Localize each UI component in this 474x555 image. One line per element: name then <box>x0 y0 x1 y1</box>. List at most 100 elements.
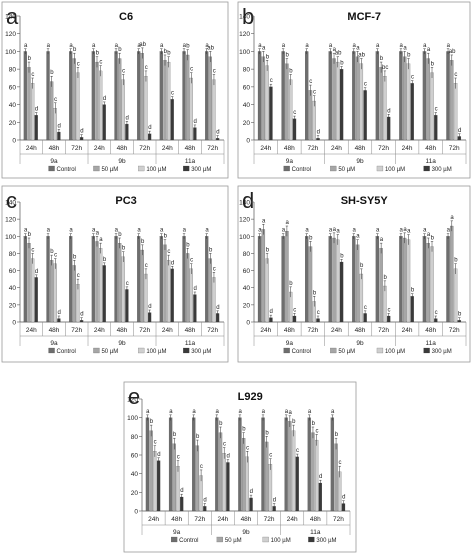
significance-letter: b <box>173 432 177 438</box>
significance-letter: d <box>317 130 320 136</box>
legend-swatch <box>138 347 145 354</box>
y-tick-label: 120 <box>239 217 250 224</box>
bar <box>53 263 57 323</box>
significance-letter: d <box>227 454 230 460</box>
group-label: 9b <box>242 529 250 536</box>
category-label: 48h <box>117 327 128 334</box>
legend-swatch <box>330 347 337 354</box>
bar <box>328 51 332 141</box>
significance-letter: b <box>141 239 145 245</box>
legend-swatch <box>423 165 430 172</box>
bar <box>375 236 380 323</box>
panel-title: MCF-7 <box>347 11 381 23</box>
bar <box>406 63 411 141</box>
category-label: 24h <box>162 327 173 334</box>
bar <box>359 63 364 141</box>
significance-letter: a <box>169 409 173 415</box>
legend-label: Control <box>57 167 76 173</box>
bar <box>170 268 174 323</box>
category-label: 48h <box>284 327 295 334</box>
bar <box>359 273 364 323</box>
panel-e: e L929020406080100120abcd24habcd48habcd72… <box>123 381 357 553</box>
significance-letter: a <box>262 409 266 415</box>
bar <box>34 277 38 323</box>
significance-letter: a <box>115 43 119 49</box>
significance-letter: b <box>186 44 190 50</box>
bar <box>410 296 414 323</box>
legend-swatch <box>183 165 190 172</box>
bar <box>312 100 316 141</box>
bar <box>72 58 76 141</box>
y-tick-label: 100 <box>239 49 250 56</box>
significance-letter: c <box>315 428 318 434</box>
legend-swatch <box>423 347 430 354</box>
legend-swatch <box>283 165 290 172</box>
legend-label: Control <box>179 538 198 544</box>
category-label: 72h <box>139 145 150 152</box>
legend-swatch <box>48 165 55 172</box>
significance-letter: b <box>265 430 269 436</box>
significance-letter: b <box>50 249 54 255</box>
bar <box>156 460 161 512</box>
significance-letter: c <box>313 90 316 96</box>
significance-letter: a <box>146 409 150 415</box>
y-tick-label: 120 <box>5 31 16 38</box>
bar <box>95 61 99 141</box>
bar <box>189 268 193 323</box>
y-tick-label: 140 <box>239 200 250 207</box>
significance-letter: a <box>282 43 286 49</box>
significance-letter: b <box>209 247 213 253</box>
bar <box>336 239 340 323</box>
significance-letter: d <box>157 452 160 458</box>
bar <box>193 294 197 323</box>
significance-letter: a <box>329 228 333 234</box>
significance-letter: b <box>164 234 168 240</box>
category-label: 72h <box>307 145 318 152</box>
bar <box>284 417 288 512</box>
bar <box>269 86 273 141</box>
bar <box>379 248 383 323</box>
category-label: 48h <box>185 145 196 152</box>
legend-label: 100 µM <box>385 349 405 355</box>
bar <box>292 118 297 141</box>
significance-letter: c <box>339 460 342 466</box>
bar <box>50 81 54 141</box>
legend-swatch <box>183 347 190 354</box>
bar <box>76 72 80 141</box>
category-label: 24h <box>402 145 413 152</box>
bar <box>311 432 315 512</box>
significance-letter: c <box>364 305 367 311</box>
significance-letter: a <box>333 227 337 233</box>
significance-letter: b <box>313 290 317 296</box>
bar <box>410 83 414 141</box>
significance-letter: d <box>58 310 61 316</box>
bar <box>453 268 458 323</box>
category-label: 48h <box>355 145 366 152</box>
y-tick-label: 20 <box>243 302 251 309</box>
significance-letter: c <box>246 445 249 451</box>
significance-letter: c <box>77 61 80 67</box>
category-label: 48h <box>284 145 295 152</box>
significance-letter: b <box>384 275 388 281</box>
legend-swatch <box>283 347 290 354</box>
panel-letter: b <box>242 4 254 29</box>
significance-letter: a <box>262 45 266 51</box>
bar <box>285 63 289 141</box>
group-label: 9a <box>286 158 294 165</box>
significance-letter: b <box>312 421 316 427</box>
bar <box>99 248 103 323</box>
bar <box>118 243 122 323</box>
significance-letter: a <box>205 43 209 49</box>
significance-letter: a <box>336 229 340 235</box>
significance-letter: d <box>250 489 253 495</box>
significance-letter: a <box>137 43 141 49</box>
bar <box>305 51 309 141</box>
significance-letter: b <box>292 419 296 425</box>
significance-letter: c <box>213 266 216 272</box>
significance-letter: a <box>352 43 356 49</box>
significance-letter: ab <box>358 53 365 59</box>
y-tick-label: 100 <box>127 415 138 422</box>
legend-swatch <box>262 536 269 543</box>
significance-letter: c <box>269 453 272 459</box>
category-label: 24h <box>26 145 37 152</box>
